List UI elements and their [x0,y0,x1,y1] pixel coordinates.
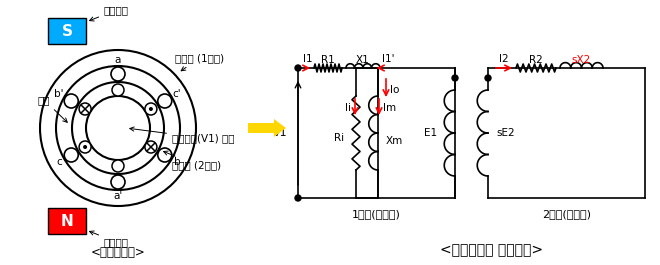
Circle shape [79,103,91,115]
Text: R1: R1 [321,55,335,65]
Text: E1: E1 [424,128,437,138]
Text: Ri: Ri [334,133,344,143]
Circle shape [64,94,79,108]
Circle shape [79,141,91,153]
Text: sE2: sE2 [496,128,515,138]
Circle shape [64,148,79,162]
Circle shape [158,148,172,162]
Text: I1': I1' [381,54,394,64]
Text: V1: V1 [273,128,288,138]
Text: Io: Io [390,85,399,95]
Circle shape [112,160,124,172]
FancyBboxPatch shape [48,18,86,44]
Text: a': a' [114,191,123,201]
Circle shape [145,141,157,153]
Text: <유도전동기 등가회로>: <유도전동기 등가회로> [440,243,543,257]
Text: 2차측(회전자): 2차측(회전자) [542,209,591,219]
Circle shape [452,75,458,81]
Text: I2: I2 [499,54,509,64]
Circle shape [145,103,157,115]
Text: c': c' [173,89,182,99]
Text: N: N [61,214,73,228]
Circle shape [111,175,125,189]
Text: X1: X1 [356,55,370,65]
Text: 회전자 (2차측): 회전자 (2차측) [164,151,221,170]
Text: 공극: 공극 [38,95,67,122]
Text: Xm: Xm [386,136,403,146]
Text: 회전자계: 회전자계 [90,5,129,21]
Text: S: S [61,24,73,38]
Circle shape [83,145,87,149]
Text: 고정자 (1차측): 고정자 (1차측) [175,53,224,71]
Text: c: c [56,157,62,167]
Text: 1차측(고정자): 1차측(고정자) [352,209,401,219]
Text: 교류전류(V1) 공급: 교류전류(V1) 공급 [130,127,234,143]
Text: b': b' [54,89,64,99]
Text: <유도전동기>: <유도전동기> [90,246,145,259]
Circle shape [112,84,124,96]
Circle shape [295,195,301,201]
FancyArrow shape [248,119,286,137]
Text: R2: R2 [529,55,543,65]
Text: a: a [115,55,121,65]
FancyBboxPatch shape [48,208,86,234]
Text: Ii: Ii [345,103,351,113]
Circle shape [149,107,153,111]
Circle shape [158,94,172,108]
Circle shape [485,75,491,81]
Circle shape [295,65,301,71]
Text: I1: I1 [303,54,313,64]
Circle shape [111,67,125,81]
Text: Im: Im [383,103,396,113]
Text: 회전자계: 회전자계 [90,231,129,247]
Text: sX2: sX2 [572,55,591,65]
Text: b: b [174,157,180,167]
